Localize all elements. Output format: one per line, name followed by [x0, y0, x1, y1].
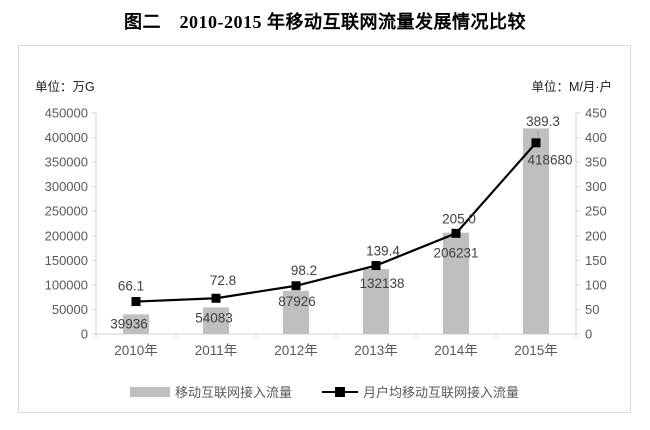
right-axis-tick-label: 400	[585, 130, 607, 145]
line-series-swatch-icon	[322, 386, 358, 397]
bar-data-label: 206231	[433, 246, 478, 261]
left-axis-tick-label: 200000	[45, 228, 88, 243]
bar-data-label: 418680	[527, 152, 572, 167]
bar-data-label: 39936	[110, 316, 148, 331]
chart-frame: 单位：万G 单位：M/月·户 0 50000 100000 150000 200000 2…	[18, 45, 631, 413]
x-axis-category-label: 2012年	[274, 343, 318, 358]
legend-item-bar-series: 移动互联网接入流量	[129, 382, 292, 401]
x-axis-category-label: 2013年	[354, 343, 398, 358]
left-axis-tick-label: 300000	[45, 179, 88, 194]
x-axis-category-label: 2010年	[114, 343, 158, 358]
legend-label-bar: 移动互联网接入流量	[174, 385, 292, 400]
right-axis-tick-label: 0	[585, 327, 592, 342]
left-axis-tick-label: 100000	[45, 277, 88, 292]
bar-2011年	[203, 307, 229, 334]
line-data-label: 66.1	[118, 279, 144, 294]
x-axis-category-label: 2015年	[514, 343, 558, 358]
bar-2010年	[123, 314, 149, 334]
right-axis-tick-label: 100	[585, 277, 607, 292]
left-axis-tick-label: 450000	[45, 106, 88, 121]
right-axis-tick-label: 300	[585, 179, 607, 194]
right-axis-tick-label: 450	[585, 106, 607, 121]
right-axis-tick-label: 200	[585, 228, 607, 243]
bar-data-label: 87926	[278, 294, 316, 309]
line-marker-2014年	[451, 228, 461, 238]
bar-data-label: 132138	[359, 276, 404, 291]
line-data-label: 205.0	[442, 211, 476, 226]
chart-legend: 移动互联网接入流量 月户均移动互联网接入流量	[19, 382, 630, 401]
line-data-label: 389.3	[526, 114, 560, 129]
chart-title: 图二 2010-2015 年移动互联网流量发展情况比较	[124, 12, 526, 32]
right-axis-tick-label: 250	[585, 204, 607, 219]
line-data-label: 72.8	[210, 273, 236, 288]
left-axis-tick-label: 50000	[52, 302, 88, 317]
chart-plot: 0500001000001500002000002500003000003500…	[45, 106, 607, 359]
left-axis-tick-label: 150000	[45, 253, 88, 268]
line-data-label: 139.4	[366, 244, 400, 259]
bar-2012年	[283, 290, 309, 334]
bar-2015年	[523, 128, 549, 334]
left-axis-tick-label: 250000	[45, 204, 88, 219]
left-axis-tick-label: 350000	[45, 155, 88, 170]
left-axis-tick-label: 400000	[45, 130, 88, 145]
line-series-path	[135, 142, 537, 303]
line-marker-2013年	[371, 261, 381, 271]
legend-label-line: 月户均移动互联网接入流量	[363, 385, 520, 400]
left-axis-unit-label: 单位：万G	[35, 80, 95, 94]
right-axis-tick-label: 350	[585, 155, 607, 170]
line-marker-2010年	[131, 297, 141, 307]
x-axis-category-label: 2011年	[195, 343, 238, 358]
left-axis-tick-label: 0	[81, 327, 88, 342]
line-data-label: 98.2	[291, 263, 317, 278]
bar-2013年	[363, 269, 389, 334]
legend-item-line-series: 月户均移动互联网接入流量	[322, 382, 519, 401]
right-axis-unit-label: 单位：M/月·户	[531, 80, 612, 94]
bar-series-swatch-icon	[129, 386, 170, 397]
bar-2014年	[443, 232, 469, 334]
bar-data-label: 54083	[195, 310, 233, 325]
line-marker-2012年	[291, 281, 301, 291]
legend-line-marker	[335, 386, 345, 397]
right-axis-tick-label: 50	[585, 302, 599, 317]
x-axis-category-label: 2014年	[434, 343, 478, 358]
line-marker-2011年	[211, 293, 221, 303]
right-axis-tick-label: 150	[585, 253, 607, 268]
line-marker-2015年	[531, 138, 541, 148]
